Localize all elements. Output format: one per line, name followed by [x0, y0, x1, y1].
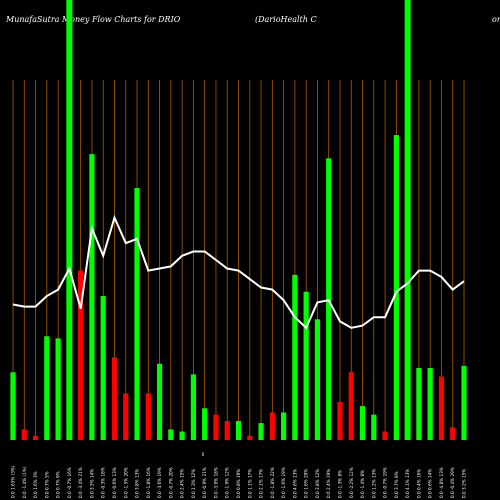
- bar: [100, 296, 106, 440]
- x-tick-label: 0.0 -2.2% 12%: [349, 467, 354, 498]
- x-tick-label: 0.0 1.63% (3%): [11, 465, 16, 498]
- x-tick-label: 0.0 0.7% 9%: [56, 471, 61, 498]
- bar: [156, 363, 163, 440]
- x-tick-label: 0.0 -0.3% 18%: [101, 467, 106, 498]
- x-tick-label: 0.0 -1.4% 8%: [360, 470, 365, 498]
- bar: [314, 319, 321, 440]
- bar: [326, 158, 332, 440]
- bar: [258, 423, 264, 440]
- bar: [292, 274, 298, 440]
- x-tick-label: 0.0 3.2% 15%: [462, 469, 467, 498]
- x-tick-label: 0.0 3.7% 8%: [394, 471, 399, 498]
- bar: [371, 414, 377, 440]
- bar: [247, 435, 253, 440]
- x-tick-label: 0.0 -0.7% 16%: [67, 467, 72, 498]
- bar: [78, 270, 84, 440]
- x-tick-label: 0.0 0.6% 14%: [428, 469, 433, 498]
- x-tick-label: 0.0 -1.3% 8%: [337, 470, 342, 498]
- x-tick-label: 0.0 -1.9% 12%: [225, 467, 230, 498]
- bar: [281, 412, 287, 440]
- x-tick-label: 0.0 1.6% 3%: [33, 471, 38, 498]
- x-tick-labels: 0.0 1.63% (3%) 0.0 -1.4% (1%) 0.0 1.6% 3% 0…: [11, 465, 467, 498]
- bar: [461, 365, 467, 440]
- bar: [111, 357, 118, 440]
- x-tick-label: 0.0 -0.4% 29%: [450, 467, 455, 498]
- highlight-bar: [404, 0, 411, 440]
- bar: [134, 188, 140, 440]
- bar: [202, 408, 208, 440]
- x-tick-label: 0.0 -0.7% 20%: [168, 467, 173, 498]
- chart-subtitle: (DarioHealth C: [255, 15, 317, 24]
- x-tick-label: 0.0 1.1% 17%: [247, 469, 252, 498]
- bar: [89, 154, 95, 440]
- bar: [213, 414, 219, 440]
- x-tick-label: 0.0 3.8% 13%: [135, 469, 140, 498]
- highlight-bar: [66, 0, 73, 440]
- x-tick-label: 0.0 -3.6% 19%: [157, 467, 162, 498]
- bar: [21, 429, 27, 440]
- bar: [235, 420, 242, 440]
- x-tick-label: 0.0 0.8% 19%: [236, 469, 241, 498]
- x-tick-label: 0.0 -1.5% 20%: [123, 467, 128, 498]
- x-tick-label: 0.0 -1.8% 22%: [270, 467, 275, 498]
- x-tick-label: 0.0 1.6% 29%: [304, 469, 309, 498]
- x-tick-label: 0.0 2.1% 17%: [259, 469, 264, 498]
- chart-title: MunafaSutra Money Flow Charts for DRIO: [5, 15, 181, 24]
- bar: [405, 397, 411, 440]
- x-tick-label: 0.0 -3.9% 18%: [213, 467, 218, 498]
- bar: [123, 393, 129, 440]
- bar: [416, 368, 422, 440]
- bar: [32, 435, 39, 440]
- x-tick-label: 0.0 3.5% 14%: [89, 469, 94, 498]
- bar: [348, 372, 354, 440]
- x-tick-label: 0.0 1.3% 12%: [191, 469, 196, 498]
- bar: [393, 135, 399, 440]
- x-tick-label: 0.0 4.1% 13%: [405, 469, 410, 498]
- bar: [10, 372, 16, 440]
- x-tick-label: 0.0 0.7% 5%: [44, 471, 49, 498]
- bar: [438, 376, 445, 440]
- chart-subtitle-tail: or: [492, 15, 500, 24]
- line-series: [12, 214, 465, 330]
- bar: [337, 401, 343, 440]
- bar: [450, 427, 456, 440]
- x-tick-label: 0.0 -1.6% 19%: [281, 467, 286, 498]
- bar: [303, 291, 309, 440]
- bar: [269, 412, 275, 440]
- bar: [190, 374, 196, 440]
- x-tick-label: 0.0 -1.8% 16%: [146, 467, 151, 498]
- bar: [168, 429, 174, 440]
- x-tick-label: 0.0 0.4% 16%: [416, 469, 421, 498]
- bar: [66, 429, 72, 440]
- x-tick-label: 0.0 -1.4% (1%): [22, 466, 27, 498]
- bar: [427, 368, 433, 440]
- zero-label: 0: [202, 452, 205, 457]
- x-tick-label: 0.0 -0.9% 21%: [202, 467, 207, 498]
- bar: [224, 420, 230, 440]
- x-tick-label: 0.0 -4.8% 13%: [439, 467, 444, 498]
- bar: [55, 338, 61, 440]
- x-tick-label: 0.0 2.4% 15%: [180, 469, 185, 498]
- bar: [359, 406, 366, 440]
- bar-series: [10, 135, 467, 440]
- x-tick-label: 0.0 4.6% 13%: [292, 469, 297, 498]
- money-flow-line: [12, 214, 465, 330]
- x-tick-label: 0.0 1.2% 13%: [371, 469, 376, 498]
- bar: [179, 431, 185, 440]
- bar: [382, 431, 388, 440]
- highlight-bars: [66, 0, 411, 440]
- x-tick-label: 0.0 -0.7% 19%: [383, 467, 388, 498]
- x-tick-label: 0.0 -0.6% 13%: [112, 467, 117, 498]
- x-tick-label: 0.0 -3.4% 21%: [78, 467, 83, 498]
- bar: [44, 336, 50, 440]
- x-tick-label: 0.0 2.4% 19%: [326, 469, 331, 498]
- bar: [145, 393, 151, 440]
- x-tick-label: 0.0 3.8% 12%: [315, 469, 320, 498]
